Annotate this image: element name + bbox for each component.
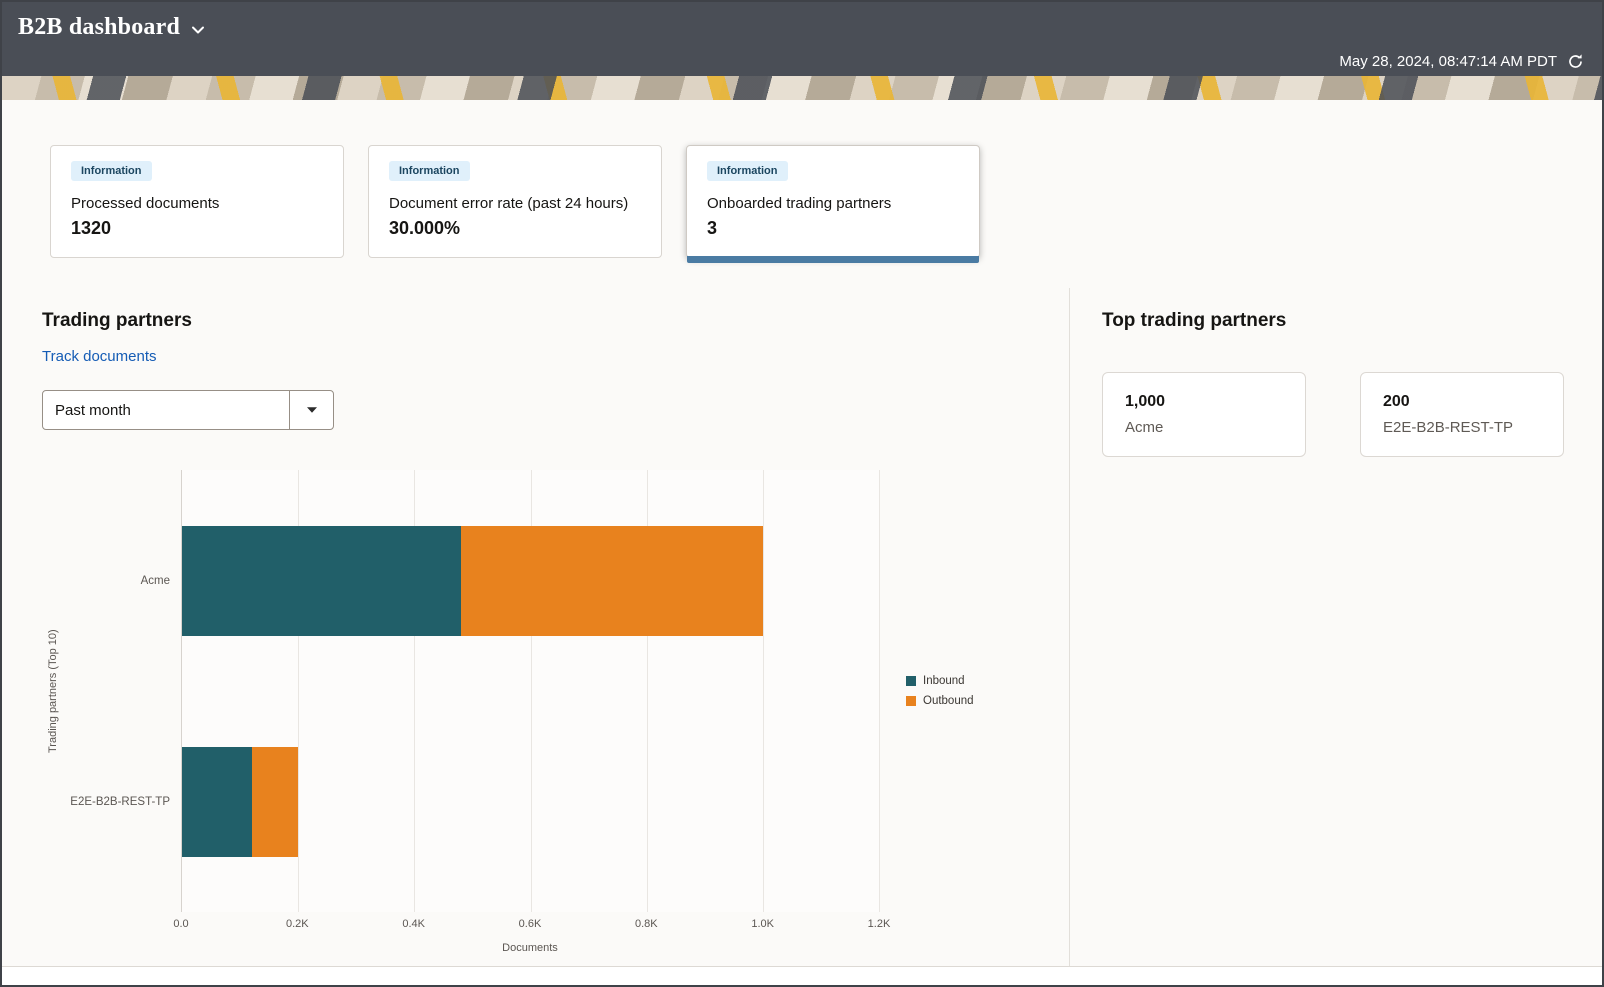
kpi-value: 30.000% xyxy=(389,218,461,238)
track-documents-link[interactable]: Track documents xyxy=(42,348,157,365)
chart-y-category-labels: Acme E2E-B2B-REST-TP xyxy=(64,470,181,912)
trading-partners-section: Trading partners Track documents Past mo… xyxy=(2,288,1069,966)
chart-x-axis-title: Documents xyxy=(502,942,558,954)
partner-document-count: 200 xyxy=(1383,393,1410,410)
gridline xyxy=(762,470,764,912)
period-filter-dropdown[interactable]: Past month xyxy=(42,390,334,430)
legend-item-outbound: Outbound xyxy=(906,695,974,707)
trading-partners-chart: Trading partners (Top 10) Acme E2E-B2B-RE… xyxy=(42,470,1069,958)
x-tick-label: 0.6K xyxy=(518,918,542,930)
kpi-label: Processed documents xyxy=(71,195,220,212)
partner-name: Acme xyxy=(1125,419,1164,436)
status-badge: Information xyxy=(71,161,152,181)
top-partner-card-acme[interactable]: 1,000 Acme xyxy=(1102,372,1306,457)
legend-item-inbound: Inbound xyxy=(906,675,974,687)
last-refreshed-timestamp: May 28, 2024, 08:47:14 AM PDT xyxy=(1339,53,1557,70)
x-tick-label: 0.2K xyxy=(286,918,309,930)
bar-acme xyxy=(182,525,879,636)
x-tick-label: 0.0 xyxy=(173,918,189,930)
dropdown-button[interactable] xyxy=(289,391,333,429)
chart-plot-area xyxy=(181,470,880,912)
footer-space xyxy=(2,967,1602,985)
kpi-value: 1320 xyxy=(71,218,112,238)
legend-swatch-icon xyxy=(906,696,916,706)
status-badge: Information xyxy=(707,161,788,181)
gridline xyxy=(414,470,416,912)
kpi-card-row: Information Processed documents 1320 Inf… xyxy=(2,100,1602,263)
status-badge: Information xyxy=(389,161,470,181)
kpi-label: Onboarded trading partners xyxy=(707,195,892,212)
decorative-banner xyxy=(2,76,1602,100)
gridline xyxy=(530,470,532,912)
x-tick-label: 0.4K xyxy=(402,918,425,930)
gridline xyxy=(879,470,880,912)
y-category-label: E2E-B2B-REST-TP xyxy=(70,795,170,808)
app-header: B2B dashboard May 28, 2024, 08:47:14 AM … xyxy=(2,2,1602,76)
chart-x-axis-ticks: 0.0 0.2K 0.4K 0.6K 0.8K 1.0K 1.2K xyxy=(173,912,890,934)
partner-name: E2E-B2B-REST-TP xyxy=(1383,419,1514,436)
x-tick-label: 1.2K xyxy=(867,918,891,930)
bar-segment-inbound-e2e-b2b-rest-tp[interactable] xyxy=(182,746,252,857)
chart-y-axis-title: Trading partners (Top 10) xyxy=(47,629,59,753)
legend-label: Outbound xyxy=(923,695,974,707)
kpi-card-onboarded-trading-partners[interactable]: Information Onboarded trading partners 3 xyxy=(686,145,980,263)
kpi-card-document-error-rate[interactable]: Information Document error rate (past 24… xyxy=(368,145,662,258)
period-filter-value: Past month xyxy=(55,401,131,419)
top-trading-partners-section: Top trading partners 1,000 Acme 200 E2E-… xyxy=(1069,288,1602,966)
legend-label: Inbound xyxy=(923,675,965,687)
chevron-down-icon xyxy=(306,407,317,413)
top-partner-card-e2e-b2b-rest-tp[interactable]: 200 E2E-B2B-REST-TP xyxy=(1360,372,1564,457)
main-content: Trading partners Track documents Past mo… xyxy=(2,288,1602,967)
x-tick-label: 0.8K xyxy=(635,918,658,930)
gridline xyxy=(298,470,300,912)
legend-swatch-icon xyxy=(906,676,916,686)
dashboard-switcher-chevron-icon[interactable] xyxy=(190,22,206,38)
kpi-value: 3 xyxy=(707,218,718,238)
partner-document-count: 1,000 xyxy=(1125,393,1166,410)
section-heading-top-trading-partners: Top trading partners xyxy=(1102,310,1287,331)
x-tick-label: 1.0K xyxy=(751,918,774,930)
bar-segment-outbound-e2e-b2b-rest-tp[interactable] xyxy=(251,746,299,857)
kpi-card-processed-documents[interactable]: Information Processed documents 1320 xyxy=(50,145,344,258)
bar-e2e-b2b-rest-tp xyxy=(182,746,879,857)
kpi-label: Document error rate (past 24 hours) xyxy=(389,195,629,212)
bar-segment-inbound-acme[interactable] xyxy=(182,525,461,636)
chart-legend: Inbound Outbound xyxy=(906,675,974,707)
page-title: B2B dashboard xyxy=(18,14,180,40)
gridline xyxy=(646,470,648,912)
y-category-label: Acme xyxy=(140,574,170,587)
top-partner-cards: 1,000 Acme 200 E2E-B2B-REST-TP xyxy=(1102,372,1602,457)
refresh-icon[interactable] xyxy=(1567,53,1584,70)
section-heading-trading-partners: Trading partners xyxy=(42,310,192,331)
bar-segment-outbound-acme[interactable] xyxy=(460,525,763,636)
